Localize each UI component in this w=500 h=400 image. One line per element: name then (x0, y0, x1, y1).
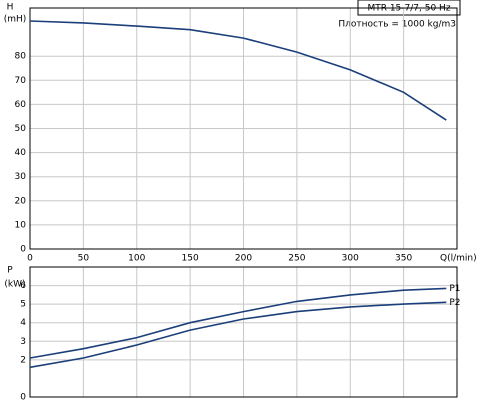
y-tick-label: 3 (20, 337, 26, 347)
x-tick-label: 350 (395, 254, 412, 264)
line-series (29, 301, 447, 369)
y-tick-label: 2 (20, 355, 26, 365)
y-axis-label: H (7, 3, 14, 13)
chart-subtitle: Плотность = 1000 kg/m3 (338, 20, 456, 30)
y-axis-label: P (7, 266, 13, 276)
y-tick-label: 6 (20, 281, 26, 291)
plot-frame (29, 266, 458, 398)
x-tick-label: 150 (182, 254, 199, 264)
y-tick-label: 4 (20, 318, 26, 328)
x-tick-label: 200 (235, 254, 252, 264)
x-axis-label: Q(l/min) (440, 254, 477, 264)
y-tick-label: 5 (20, 300, 26, 310)
x-tick-label: 50 (78, 254, 90, 264)
x-tick-label: 250 (288, 254, 305, 264)
line-series (29, 287, 447, 359)
plot-frame (29, 7, 458, 250)
y-tick-label: 70 (15, 76, 27, 86)
y-tick-label: 60 (15, 100, 27, 110)
y-tick-label: 20 (15, 196, 27, 206)
x-tick-label: 0 (27, 254, 33, 264)
y-tick-label: 30 (15, 172, 27, 182)
y-tick-label: 10 (15, 220, 27, 230)
y-tick-label: 80 (15, 52, 27, 62)
series-label: P2 (449, 298, 460, 308)
y-axis-unit: (mH) (4, 15, 27, 25)
x-tick-label: 100 (128, 254, 145, 264)
series-label: P1 (449, 284, 460, 294)
y-tick-label: 40 (15, 148, 27, 158)
y-tick-label: 0 (20, 245, 26, 255)
line-series (29, 20, 447, 121)
y-tick-label: 50 (15, 124, 27, 134)
y-tick-label: 0 (20, 393, 26, 400)
x-tick-label: 300 (342, 254, 359, 264)
y-axis-unit: (kW) (4, 280, 25, 290)
